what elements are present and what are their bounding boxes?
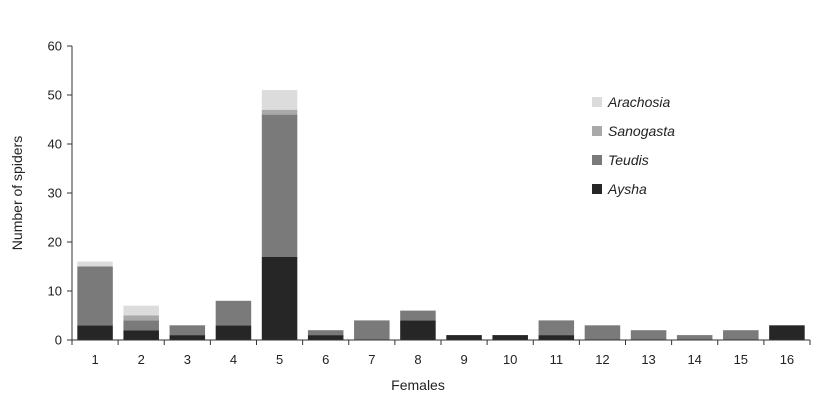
y-tick-label-6: 60 xyxy=(48,39,62,54)
x-tick-label-6: 6 xyxy=(322,352,329,367)
bar-sanogasta-female-2 xyxy=(123,315,159,321)
x-tick-label-9: 9 xyxy=(460,352,467,367)
bar-arachosia-female-1 xyxy=(77,261,113,267)
bar-aysha-female-2 xyxy=(123,330,159,340)
bar-teudis-female-4 xyxy=(215,300,252,326)
bar-aysha-female-11 xyxy=(538,335,575,340)
x-tick-label-11: 11 xyxy=(550,352,564,367)
bar-aysha-female-9 xyxy=(446,335,482,340)
bar-teudis-female-13 xyxy=(630,330,667,340)
bar-arachosia-female-5 xyxy=(261,90,298,110)
legend-label-sanogasta: Sanogasta xyxy=(608,123,675,139)
legend-label-teudis: Teudis xyxy=(608,152,649,168)
bar-teudis-female-14 xyxy=(676,335,713,340)
y-ticks: 0 10 20 30 40 50 60 xyxy=(48,39,72,348)
legend-label-arachosia: Arachosia xyxy=(607,94,670,110)
bar-teudis-female-6 xyxy=(307,330,344,336)
legend-swatch-arachosia xyxy=(592,97,602,107)
x-tick-label-7: 7 xyxy=(368,352,375,367)
bar-teudis-female-5 xyxy=(261,114,298,257)
bars-layer xyxy=(77,90,805,340)
y-tick-label-2: 20 xyxy=(48,235,62,250)
bar-aysha-female-3 xyxy=(169,335,206,340)
y-tick-label-1: 10 xyxy=(48,284,62,299)
bar-aysha-female-5 xyxy=(261,256,298,340)
bar-aysha-female-4 xyxy=(215,325,252,340)
y-tick-label-5: 50 xyxy=(48,88,62,103)
x-tick-label-15: 15 xyxy=(734,352,748,367)
y-tick-label-0: 0 xyxy=(55,333,62,348)
y-tick-label-3: 30 xyxy=(48,186,62,201)
x-axis-title: Females xyxy=(391,377,445,393)
x-tick-label-10: 10 xyxy=(503,352,517,367)
legend-swatch-sanogasta xyxy=(592,126,602,136)
bar-teudis-female-8 xyxy=(400,310,436,321)
x-tick-label-13: 13 xyxy=(641,352,655,367)
bar-teudis-female-7 xyxy=(354,320,390,340)
x-tick-label-16: 16 xyxy=(780,352,794,367)
bar-aysha-female-8 xyxy=(400,320,436,340)
bar-teudis-female-15 xyxy=(723,330,759,340)
bar-teudis-female-11 xyxy=(538,320,575,336)
x-tick-label-5: 5 xyxy=(276,352,283,367)
bar-arachosia-female-2 xyxy=(123,305,159,316)
bar-teudis-female-12 xyxy=(584,325,621,340)
bar-aysha-female-1 xyxy=(77,325,113,340)
bar-teudis-female-1 xyxy=(77,266,113,326)
bar-aysha-female-10 xyxy=(492,335,528,340)
x-ticks: 1 2 3 4 5 6 7 8 9 10 11 12 13 14 15 16 xyxy=(71,340,811,367)
y-tick-label-4: 40 xyxy=(48,137,62,152)
bar-aysha-female-6 xyxy=(307,335,344,340)
x-tick-label-4: 4 xyxy=(230,352,237,367)
bar-sanogasta-female-5 xyxy=(261,109,298,115)
x-tick-label-8: 8 xyxy=(414,352,421,367)
x-tick-label-14: 14 xyxy=(687,352,701,367)
legend: Arachosia Sanogasta Teudis Aysha xyxy=(592,94,675,197)
bar-aysha-female-16 xyxy=(769,325,805,340)
y-axis-title: Number of spiders xyxy=(9,136,25,250)
x-tick-label-3: 3 xyxy=(184,352,191,367)
bar-teudis-female-3 xyxy=(169,325,206,336)
bar-teudis-female-2 xyxy=(123,320,159,331)
x-tick-label-1: 1 xyxy=(91,352,98,367)
legend-swatch-aysha xyxy=(592,184,602,194)
legend-swatch-teudis xyxy=(592,155,602,165)
x-tick-label-2: 2 xyxy=(138,352,145,367)
legend-label-aysha: Aysha xyxy=(607,181,647,197)
x-tick-label-12: 12 xyxy=(595,352,609,367)
